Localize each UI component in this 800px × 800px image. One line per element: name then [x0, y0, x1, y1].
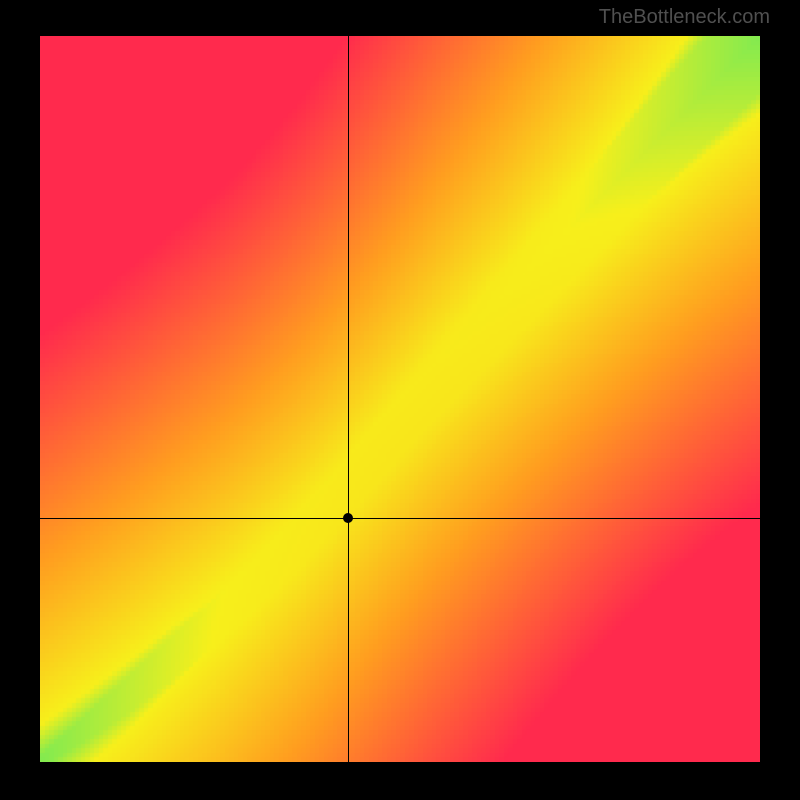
watermark-text: TheBottleneck.com — [599, 6, 770, 29]
heatmap-canvas — [40, 36, 760, 762]
crosshair-marker — [343, 513, 353, 523]
crosshair-vertical — [348, 36, 349, 762]
plot-area — [40, 36, 760, 762]
crosshair-horizontal — [40, 518, 760, 519]
